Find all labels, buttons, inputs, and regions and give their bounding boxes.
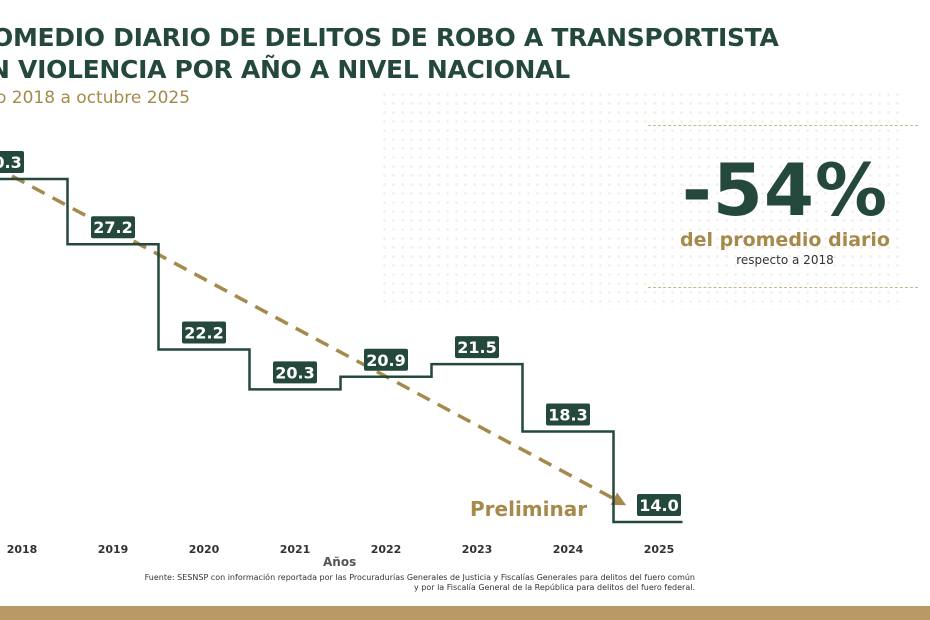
source-line-1: Fuente: SESNSP con información reportada… (144, 573, 695, 582)
data-label-2024: 18.3 (546, 403, 590, 426)
x-tick-2023: 2023 (462, 543, 493, 556)
bottom-accent-bar (0, 606, 930, 620)
preliminary-annotation: Preliminar (470, 497, 588, 521)
background-dot-pattern (380, 90, 900, 310)
x-tick-2025: 2025 (644, 543, 675, 556)
data-label-box (91, 216, 135, 239)
data-label-2019: 27.2 (91, 216, 135, 239)
source-note: Fuente: SESNSP con información reportada… (90, 573, 695, 593)
reduction-sublabel: respecto a 2018 (736, 253, 834, 267)
reduction-label: del promedio diario (680, 229, 890, 251)
data-label-box (637, 494, 681, 516)
data-label-2018: 30.3 (0, 151, 24, 173)
title-line-2: N VIOLENCIA POR AÑO A NIVEL NACIONAL (0, 55, 570, 84)
data-label-text: 20.9 (366, 351, 405, 370)
data-label-box (364, 348, 408, 371)
data-label-2020: 22.2 (182, 321, 226, 344)
data-label-box (0, 151, 24, 173)
data-label-2023: 21.5 (455, 336, 499, 359)
data-label-box (546, 403, 590, 426)
x-axis-title: Años (323, 555, 357, 569)
data-label-text: 27.2 (93, 218, 132, 237)
reduction-percentage: -54% (681, 148, 889, 232)
x-tick-2024: 2024 (553, 543, 584, 556)
data-label-2025: 14.0 (637, 494, 681, 516)
data-label-text: 21.5 (457, 338, 496, 357)
data-label-box (182, 321, 226, 344)
series-step-line (0, 177, 683, 524)
data-label-text: 14.0 (639, 496, 678, 515)
x-tick-2019: 2019 (98, 543, 129, 556)
data-label-2021: 20.3 (273, 361, 317, 384)
x-tick-2018: 2018 (7, 543, 38, 556)
x-tick-2021: 2021 (280, 543, 311, 556)
data-label-text: 30.3 (0, 153, 22, 172)
source-line-2: y por la Fiscalía General de la Repúblic… (414, 583, 695, 592)
x-tick-2022: 2022 (371, 543, 402, 556)
divider-top (648, 125, 918, 126)
x-tick-2020: 2020 (189, 543, 220, 556)
page-title: OMEDIO DIARIO DE DELITOS DE ROBO A TRANS… (0, 22, 930, 86)
data-label-box (455, 336, 499, 359)
data-label-box (273, 361, 317, 384)
data-label-2022: 20.9 (364, 348, 408, 371)
data-label-text: 18.3 (548, 406, 587, 425)
divider-bottom (648, 287, 918, 288)
data-label-text: 22.2 (184, 323, 223, 342)
data-label-text: 20.3 (275, 363, 314, 382)
page-subtitle: o 2018 a octubre 2025 (0, 88, 191, 108)
title-line-1: OMEDIO DIARIO DE DELITOS DE ROBO A TRANS… (0, 23, 779, 52)
